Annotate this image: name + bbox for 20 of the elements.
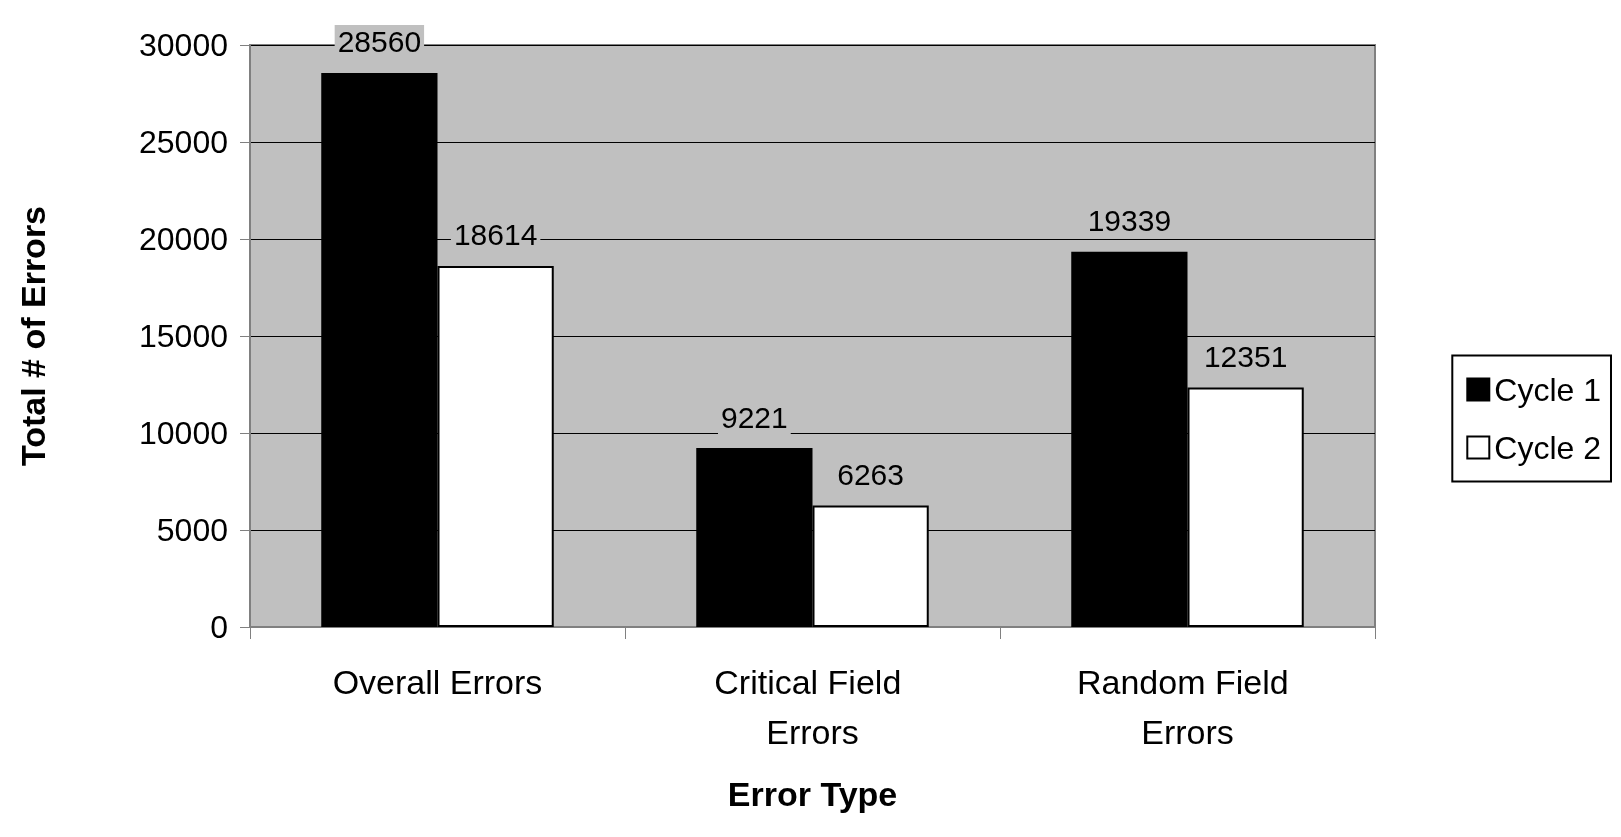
x-tick-label: Overall Errors — [332, 663, 543, 701]
data-label: 28560 — [337, 25, 422, 59]
data-label: 12351 — [1203, 339, 1288, 373]
x-tick-label: Critical Field Errors — [714, 663, 911, 751]
y-tick-label: 30000 — [139, 27, 228, 63]
y-tick-label: 20000 — [139, 221, 228, 257]
data-label: 18614 — [453, 218, 538, 252]
legend-label: Cycle 1 — [1494, 371, 1601, 408]
data-label: 19339 — [1087, 204, 1172, 238]
x-axis-title: Error Type — [727, 775, 898, 813]
y-tick-label: 10000 — [139, 415, 228, 451]
y-tick-label: 5000 — [156, 512, 228, 548]
legend-label: Cycle 2 — [1494, 429, 1601, 466]
data-label: 6263 — [837, 458, 904, 491]
y-tick-label: 0 — [210, 609, 228, 645]
data-label: 9221 — [721, 400, 788, 434]
y-axis-title: Total # of Errors — [14, 205, 52, 467]
y-tick-label: 15000 — [139, 318, 228, 354]
x-tick-label: Random Field Errors — [1076, 663, 1299, 751]
y-tick-label: 25000 — [139, 124, 228, 160]
